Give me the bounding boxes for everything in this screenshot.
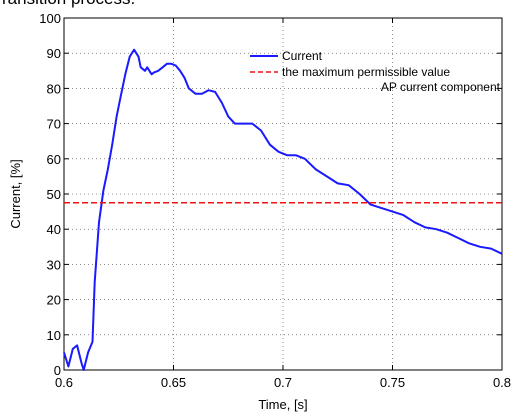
y-tick-label: 40: [47, 222, 61, 237]
y-tick-label: 0: [54, 363, 61, 378]
y-axis-title: Current, [%]: [8, 159, 23, 228]
x-tick-label: 0.65: [161, 375, 186, 390]
legend-label-current: Current: [282, 49, 323, 63]
ticks: [63, 17, 503, 371]
current-line: [63, 48, 503, 371]
caption-text: ransition process.: [2, 0, 135, 9]
y-tick-label: 30: [47, 257, 61, 272]
y-tick-label: 50: [47, 187, 61, 202]
tick-labels: 0.6 0.65 0.7 0.75 0.8 0 10 20 30 40 50 60 70 80 90 100: [39, 11, 511, 390]
legend-label-ap-component: AP current component: [381, 80, 501, 94]
y-tick-label: 20: [47, 293, 61, 308]
series-layer: [63, 48, 503, 371]
legend-label-max-permissible: the maximum permissible value: [282, 65, 450, 79]
caption-fragment: ransition process.: [0, 0, 513, 11]
x-tick-label: 0.8: [493, 375, 511, 390]
y-tick-label: 70: [47, 117, 61, 132]
legend: Current the maximum permissible value AP…: [250, 49, 501, 94]
y-tick-label: 90: [47, 46, 61, 61]
y-tick-label: 10: [47, 328, 61, 343]
x-tick-label: 0.6: [55, 375, 73, 390]
y-tick-label: 100: [39, 11, 61, 26]
y-tick-label: 60: [47, 152, 61, 167]
y-tick-label: 80: [47, 81, 61, 96]
x-axis-title: Time, [s]: [258, 397, 307, 412]
x-tick-label: 0.75: [380, 375, 405, 390]
x-tick-label: 0.7: [274, 375, 292, 390]
